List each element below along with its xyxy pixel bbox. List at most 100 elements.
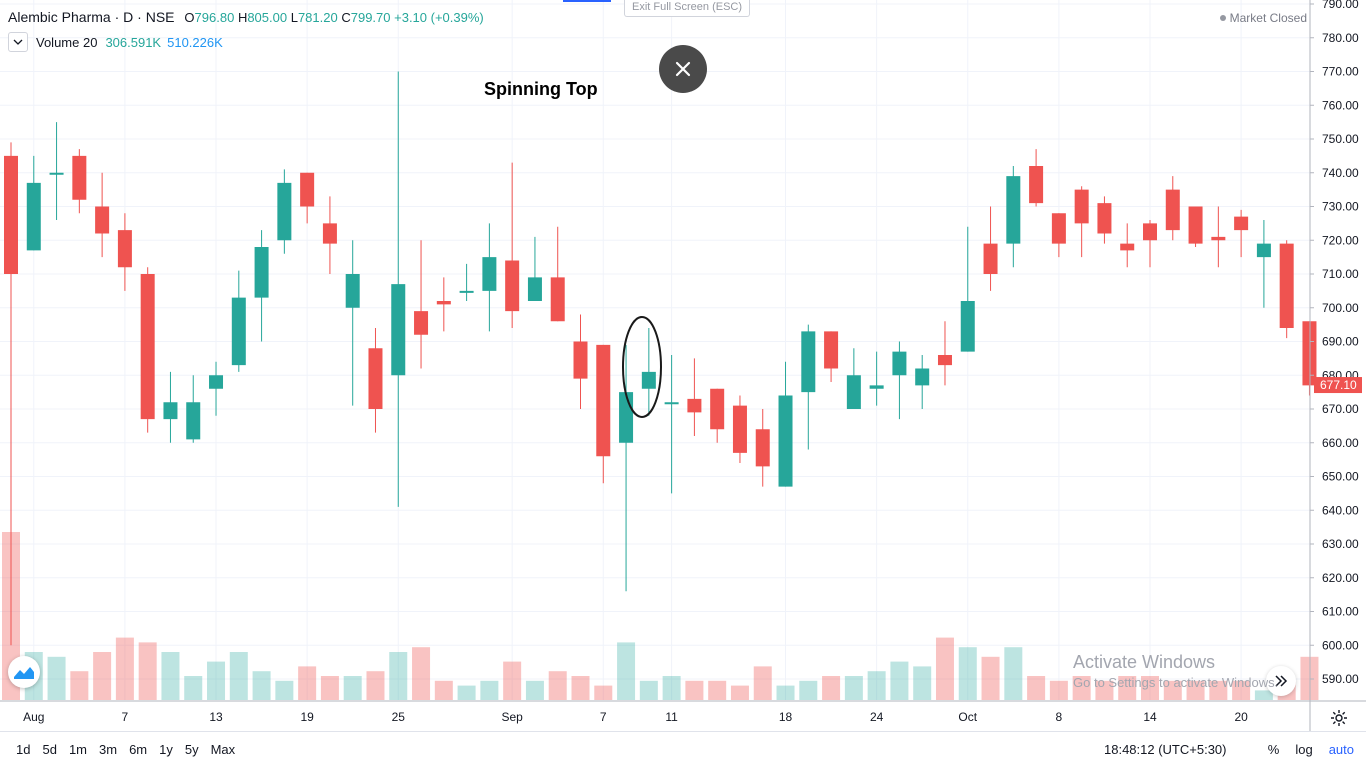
price-tick-label: 640.00 [1322,503,1359,517]
range-max[interactable]: Max [210,742,236,757]
candle-body[interactable] [687,398,702,413]
candle-body[interactable] [186,402,201,440]
candle-body[interactable] [254,247,269,298]
candle-body[interactable] [391,284,406,376]
candle-body[interactable] [824,331,839,369]
candle-body[interactable] [300,172,315,207]
high-value: 805.00 [247,10,288,25]
price-tick-label: 670.00 [1322,402,1359,416]
candle-body[interactable] [209,375,224,389]
candle-body[interactable] [641,371,656,389]
volume-bar [298,666,317,700]
candle-body[interactable] [277,182,292,241]
candle-body[interactable] [892,351,907,376]
candle-body[interactable] [231,297,246,366]
auto-scale-toggle[interactable]: auto [1328,742,1354,757]
candle-body[interactable] [140,274,155,420]
candle-body[interactable] [801,331,816,393]
candle-body[interactable] [869,385,884,389]
candle-body[interactable] [163,402,178,420]
status-dot-icon [1219,15,1226,21]
volume-bar [93,652,112,700]
range-5y[interactable]: 5y [184,742,199,757]
candle-body[interactable] [664,402,679,405]
candle-body[interactable] [960,301,975,352]
market-status: Market Closed [1219,11,1307,25]
close-button[interactable] [659,45,707,93]
candle-body[interactable] [1234,216,1249,231]
candle-body[interactable] [1211,236,1226,241]
range-3m[interactable]: 3m [99,742,118,757]
chart-settings-button[interactable] [1328,707,1350,729]
candle-body[interactable] [710,388,725,430]
candle-body[interactable] [482,257,497,291]
volume-bar [571,676,590,700]
candle-body[interactable] [117,230,132,268]
candle-body[interactable] [755,429,770,467]
log-scale-toggle[interactable]: log [1295,742,1313,757]
chart-grid [0,0,1310,700]
interval-label[interactable]: D [123,9,134,25]
candle-body[interactable] [1006,176,1021,244]
volume-bar [70,671,89,700]
range-1m[interactable]: 1m [68,742,87,757]
candle-body[interactable] [459,290,474,293]
candle-body[interactable] [550,277,565,322]
range-1y[interactable]: 1y [159,742,173,757]
price-tick-label: 750.00 [1322,132,1359,146]
collapse-legend-button[interactable] [8,32,28,52]
candle-body[interactable] [937,355,952,366]
volume-bar [753,666,772,700]
symbol-name[interactable]: Alembic Pharma [8,9,111,25]
candle-body[interactable] [527,277,542,301]
low-value: 781.20 [297,10,338,25]
candle-body[interactable] [1165,189,1180,231]
time-zone-clock[interactable]: 18:48:12 (UTC+5:30) [1104,742,1227,757]
candle-body[interactable] [1143,223,1157,241]
volume-bar [343,676,362,700]
candle-body[interactable] [1051,213,1066,244]
price-chart[interactable]: 790.00 780.00 770.00 760.00 750.00 740.00 730.… [0,0,1366,731]
candle-body[interactable] [95,206,110,234]
candle-body[interactable] [1097,203,1112,234]
range-1d[interactable]: 1d [16,742,31,757]
tradingview-logo-button[interactable] [8,656,40,688]
candle-body[interactable] [368,348,383,409]
range-6m[interactable]: 6m [129,742,148,757]
candle-body[interactable] [1188,206,1203,244]
candle-body[interactable] [436,301,451,305]
candle-body[interactable] [573,341,588,379]
candle-body[interactable] [596,344,611,457]
volume-ma-value: 510.226K [167,34,223,50]
scale-options: % log auto [1268,742,1354,757]
price-tick-label: 700.00 [1322,301,1359,315]
candle-body[interactable] [732,405,747,453]
scroll-to-realtime-button[interactable] [1266,666,1296,696]
candle-body[interactable] [1279,243,1294,328]
candle-body[interactable] [26,182,41,251]
candle-body[interactable] [4,155,18,274]
candle-body[interactable] [915,368,930,386]
candle-body[interactable] [1120,243,1135,251]
symbol-header: Alembic Pharma · D · NSE O796.80 H805.00… [8,9,484,25]
candle-body[interactable] [414,311,429,335]
candle-body[interactable] [1029,166,1044,204]
candle-body[interactable] [1302,321,1317,386]
range-5d[interactable]: 5d [42,742,57,757]
percent-scale-toggle[interactable]: % [1267,742,1280,757]
candle-body[interactable] [322,223,337,244]
candle-body[interactable] [1074,189,1089,224]
candle-body[interactable] [72,155,87,200]
candle-body[interactable] [983,243,998,274]
price-tick-label: 770.00 [1322,65,1359,79]
candle-body[interactable] [49,172,64,175]
candle-body[interactable] [778,395,793,487]
volume-bar [958,647,977,700]
exit-fullscreen-button[interactable]: Exit Full Screen (ESC) [624,0,750,17]
candle-body[interactable] [619,392,634,443]
candle-body[interactable] [1256,243,1271,258]
time-tick-label: Oct [958,710,977,724]
candle-body[interactable] [505,260,520,312]
candle-body[interactable] [846,375,861,409]
candle-body[interactable] [345,274,360,308]
